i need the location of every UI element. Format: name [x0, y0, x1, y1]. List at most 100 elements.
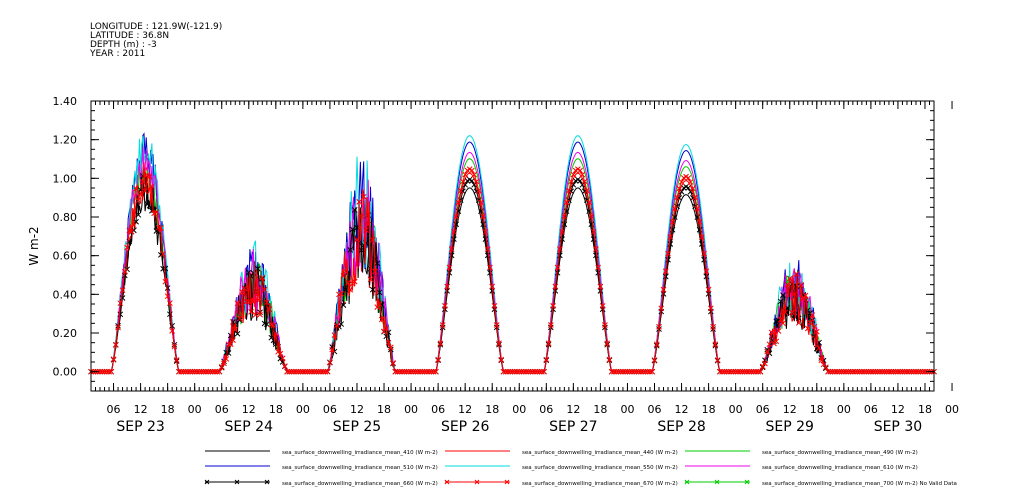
- series-marker: [847, 368, 854, 375]
- series-marker: [678, 188, 685, 195]
- series-marker: [300, 368, 306, 375]
- x-hour-label: 12: [242, 403, 256, 416]
- series-marker: [845, 368, 852, 375]
- plot-lines: [88, 132, 937, 375]
- series-marker: [439, 322, 446, 328]
- series-marker: [904, 368, 910, 375]
- legend-marker: [504, 479, 510, 485]
- x-hour-label: 06: [756, 403, 770, 416]
- series-marker: [784, 281, 791, 288]
- series-marker: [103, 368, 110, 375]
- series-marker: [160, 251, 166, 257]
- series-marker: [309, 368, 315, 375]
- series-marker: [807, 319, 813, 326]
- series-marker: [112, 342, 119, 348]
- series-marker: [279, 355, 286, 362]
- series-marker: [568, 178, 574, 185]
- x-hour-label: 12: [783, 403, 797, 416]
- series-marker: [640, 368, 647, 375]
- series-marker: [685, 175, 692, 181]
- series-marker: [460, 178, 466, 185]
- x-hour-label: 00: [837, 403, 851, 416]
- series-line: [91, 162, 934, 373]
- legend-label: sea_surface_downwelling_irradiance_mean_…: [282, 481, 438, 487]
- series-marker: [608, 368, 615, 375]
- series-marker: [509, 368, 516, 375]
- series-marker: [872, 368, 879, 375]
- series-marker: [315, 368, 322, 375]
- series-marker: [119, 287, 126, 294]
- series-marker: [451, 229, 457, 235]
- series-marker: [728, 368, 734, 375]
- series-marker: [475, 187, 482, 194]
- series-marker: [281, 363, 288, 369]
- series-line: [91, 174, 934, 373]
- series-marker: [333, 322, 340, 329]
- series-marker: [259, 274, 266, 281]
- series-marker: [257, 311, 263, 318]
- x-hour-label: 18: [810, 403, 824, 416]
- series-marker: [412, 368, 419, 375]
- series-marker: [245, 298, 252, 305]
- x-hour-label: 00: [620, 403, 634, 416]
- series-marker: [665, 256, 671, 263]
- series-marker: [538, 368, 545, 375]
- series-marker: [660, 286, 667, 293]
- series-marker: [617, 368, 624, 375]
- series-marker: [351, 207, 358, 213]
- series-marker: [421, 368, 428, 375]
- series-marker: [922, 368, 928, 375]
- series-marker: [822, 364, 829, 371]
- x-hour-label: 06: [431, 403, 445, 416]
- series-marker: [128, 228, 135, 235]
- series-marker: [705, 286, 712, 293]
- series-marker: [198, 368, 205, 375]
- series-marker: [435, 356, 441, 363]
- series-marker: [638, 368, 644, 375]
- series-marker: [392, 368, 399, 375]
- series-marker: [248, 309, 254, 315]
- series-marker: [478, 199, 484, 206]
- series-marker: [883, 368, 890, 375]
- series-marker: [662, 273, 669, 280]
- series-marker: [306, 368, 313, 375]
- legend-label: sea_surface_downwelling_irradiance_mean_…: [522, 450, 678, 456]
- x-day-label: SEP 29: [766, 419, 814, 435]
- series-marker: [703, 268, 710, 275]
- x-hour-label: 00: [512, 403, 526, 416]
- series-marker: [117, 311, 124, 318]
- series-marker: [782, 309, 789, 316]
- series-marker: [545, 340, 552, 347]
- series-marker: [284, 368, 290, 375]
- series-marker: [577, 178, 583, 184]
- x-hour-label: 18: [485, 403, 499, 416]
- series-marker: [791, 291, 798, 297]
- series-marker: [162, 278, 169, 285]
- series-marker: [369, 237, 376, 243]
- series-marker: [338, 321, 345, 327]
- series-marker: [633, 368, 640, 375]
- x-day-label: SEP 27: [549, 419, 597, 435]
- series-line: [91, 132, 934, 373]
- series-marker: [726, 368, 732, 375]
- series-marker: [365, 221, 372, 228]
- series-marker: [665, 250, 671, 257]
- series-marker: [347, 247, 354, 253]
- series-marker: [239, 289, 245, 295]
- series-marker: [735, 368, 741, 375]
- series-marker: [444, 283, 450, 290]
- series-marker: [694, 205, 701, 212]
- series-marker: [288, 368, 295, 375]
- legend-label: sea_surface_downwelling_irradiance_mean_…: [762, 450, 918, 456]
- series-marker: [703, 273, 710, 280]
- series-marker: [701, 250, 707, 257]
- legend: sea_surface_downwelling_irradiance_mean_…: [204, 450, 957, 487]
- series-marker: [221, 360, 227, 367]
- series-marker: [615, 368, 622, 375]
- series-marker: [552, 288, 559, 294]
- series-marker: [340, 302, 347, 308]
- series-marker: [831, 368, 838, 375]
- series-marker: [216, 368, 223, 375]
- series-marker: [768, 329, 775, 336]
- series-marker: [730, 368, 737, 375]
